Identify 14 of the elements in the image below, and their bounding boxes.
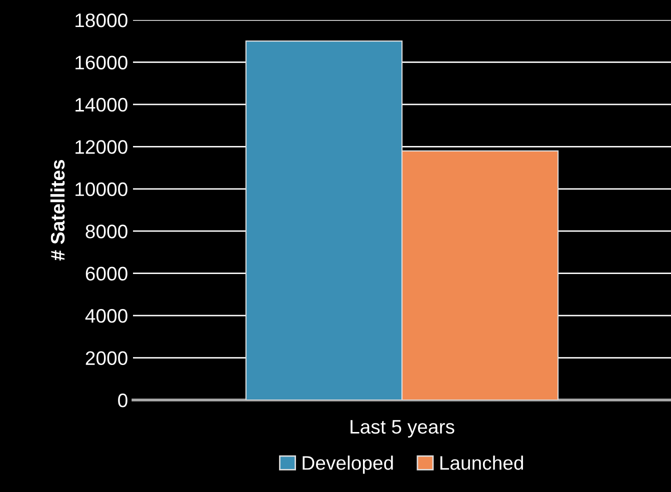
y-tick-label: 4000 xyxy=(85,309,128,323)
y-tick-label: 18000 xyxy=(76,13,128,28)
y-tick-label: 0 xyxy=(118,393,128,408)
y-tick-label: 16000 xyxy=(76,56,128,70)
y-tick-label: 6000 xyxy=(86,266,128,281)
y-tick-label: 10000 xyxy=(76,182,128,196)
x-tick-label: Last 5 years xyxy=(350,420,454,438)
y-tick-label: 2000 xyxy=(86,351,128,366)
y-tick-label: 8000 xyxy=(86,224,128,238)
y-tick-label: 14000 xyxy=(76,98,128,112)
legend-label: Launched xyxy=(440,456,523,470)
y-tick-label: 12000 xyxy=(76,140,128,154)
legend-label: Developed xyxy=(302,456,393,474)
y-axis-title: # Satellites xyxy=(50,160,65,260)
